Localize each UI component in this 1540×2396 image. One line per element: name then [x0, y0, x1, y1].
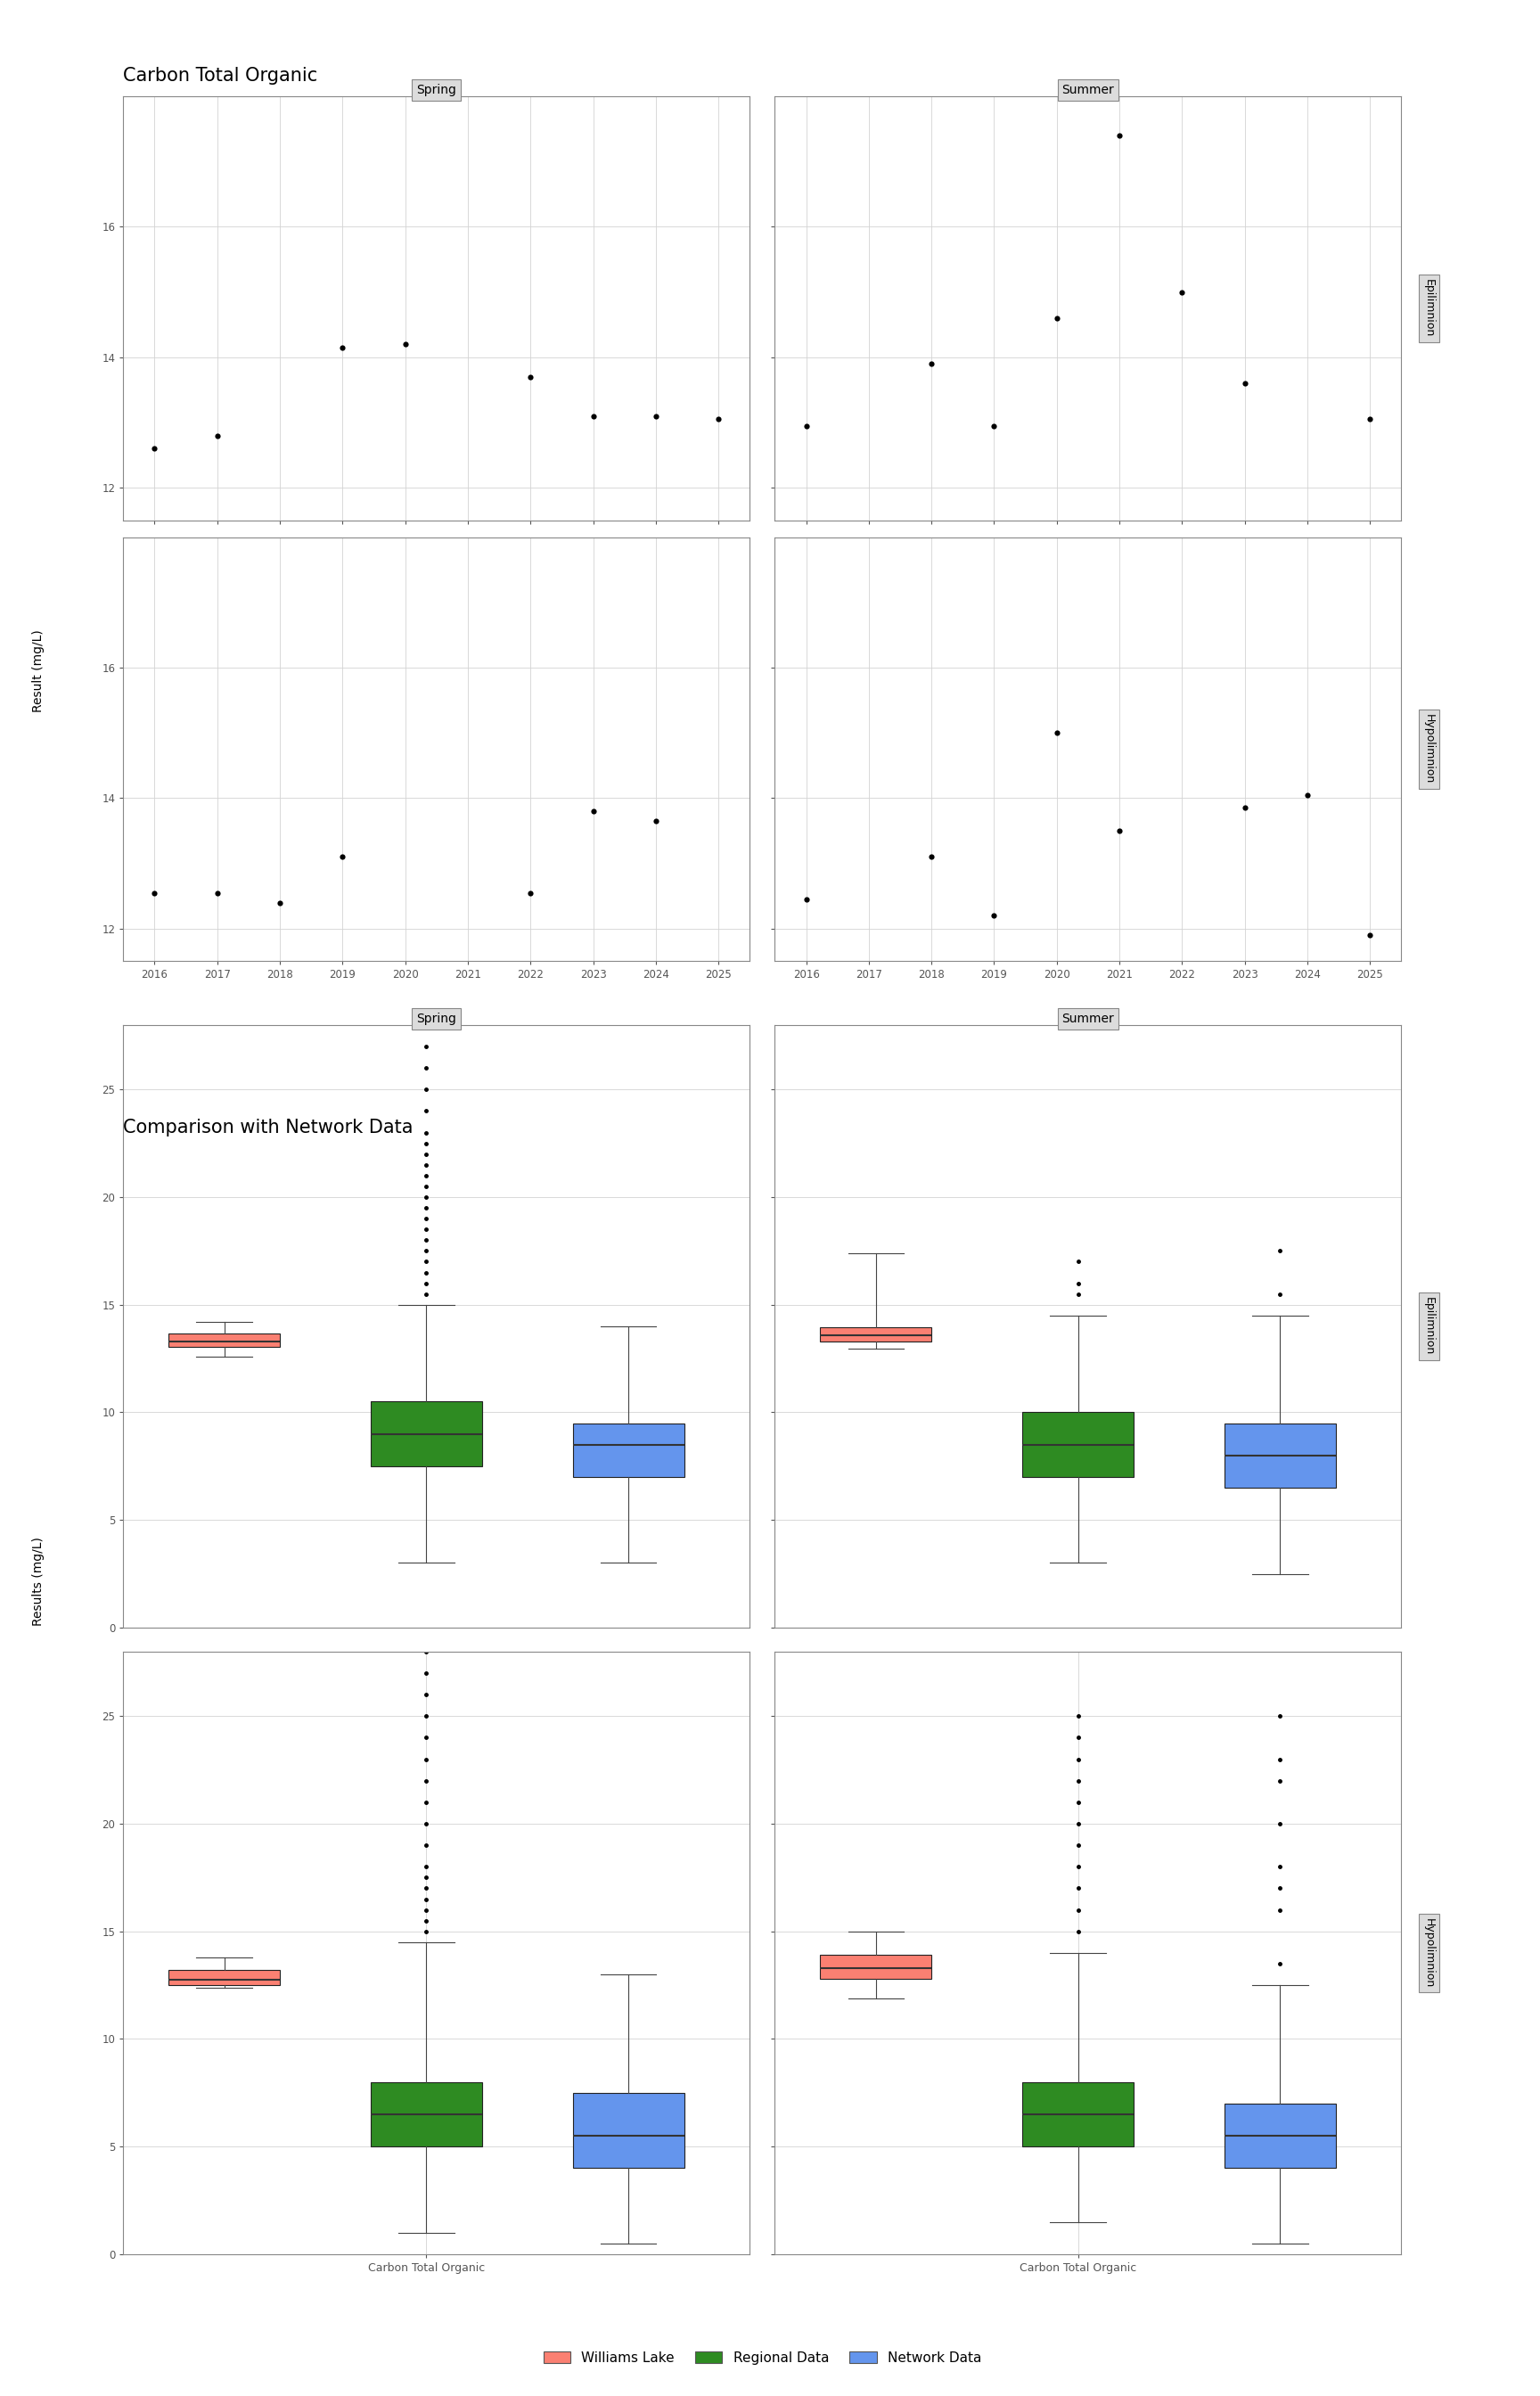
Text: Spring: Spring	[416, 1014, 456, 1025]
Point	[793, 879, 818, 918]
PathPatch shape	[1023, 2082, 1133, 2147]
Text: Carbon Total Organic: Carbon Total Organic	[123, 67, 317, 84]
Point	[205, 417, 229, 455]
Point	[919, 345, 944, 383]
PathPatch shape	[169, 1335, 280, 1347]
Text: Epilimnion: Epilimnion	[1423, 1296, 1434, 1356]
Point	[1170, 273, 1195, 311]
PathPatch shape	[821, 1327, 932, 1342]
Text: Epilimnion: Epilimnion	[1423, 280, 1434, 338]
PathPatch shape	[371, 2082, 482, 2147]
PathPatch shape	[821, 1955, 932, 1979]
Point	[330, 839, 354, 877]
Point	[142, 429, 166, 467]
Point	[205, 875, 229, 913]
PathPatch shape	[371, 1402, 482, 1466]
Point	[1044, 300, 1069, 338]
Point	[517, 357, 542, 395]
Text: Summer: Summer	[1063, 1014, 1115, 1025]
Point	[1232, 364, 1257, 403]
Point	[1107, 117, 1132, 156]
Point	[983, 896, 1007, 934]
Text: Result (mg/L): Result (mg/L)	[32, 630, 45, 712]
Point	[1044, 714, 1069, 752]
Point	[644, 398, 668, 436]
Text: Hypolimnion: Hypolimnion	[1423, 714, 1434, 783]
Text: Results (mg/L): Results (mg/L)	[32, 1536, 45, 1627]
Point	[330, 328, 354, 367]
Point	[1107, 812, 1132, 851]
Point	[1358, 400, 1383, 438]
Text: Summer: Summer	[1063, 84, 1115, 96]
Text: Spring: Spring	[416, 84, 456, 96]
Point	[581, 398, 605, 436]
PathPatch shape	[1224, 1423, 1335, 1488]
Point	[393, 326, 417, 364]
Point	[793, 407, 818, 446]
Point	[983, 407, 1007, 446]
PathPatch shape	[573, 2092, 684, 2168]
Point	[517, 875, 542, 913]
Point	[919, 839, 944, 877]
Point	[268, 884, 293, 922]
PathPatch shape	[169, 1970, 280, 1986]
PathPatch shape	[1023, 1411, 1133, 1476]
Text: Comparison with Network Data: Comparison with Network Data	[123, 1119, 413, 1136]
PathPatch shape	[573, 1423, 684, 1476]
Point	[581, 793, 605, 831]
Point	[1358, 915, 1383, 954]
Point	[142, 875, 166, 913]
Point	[707, 400, 732, 438]
Point	[644, 803, 668, 841]
Point	[1232, 788, 1257, 827]
Point	[1295, 776, 1320, 815]
Text: Hypolimnion: Hypolimnion	[1423, 1919, 1434, 1989]
Legend: Williams Lake, Regional Data, Network Data: Williams Lake, Regional Data, Network Da…	[537, 2346, 987, 2370]
PathPatch shape	[1224, 2104, 1335, 2168]
